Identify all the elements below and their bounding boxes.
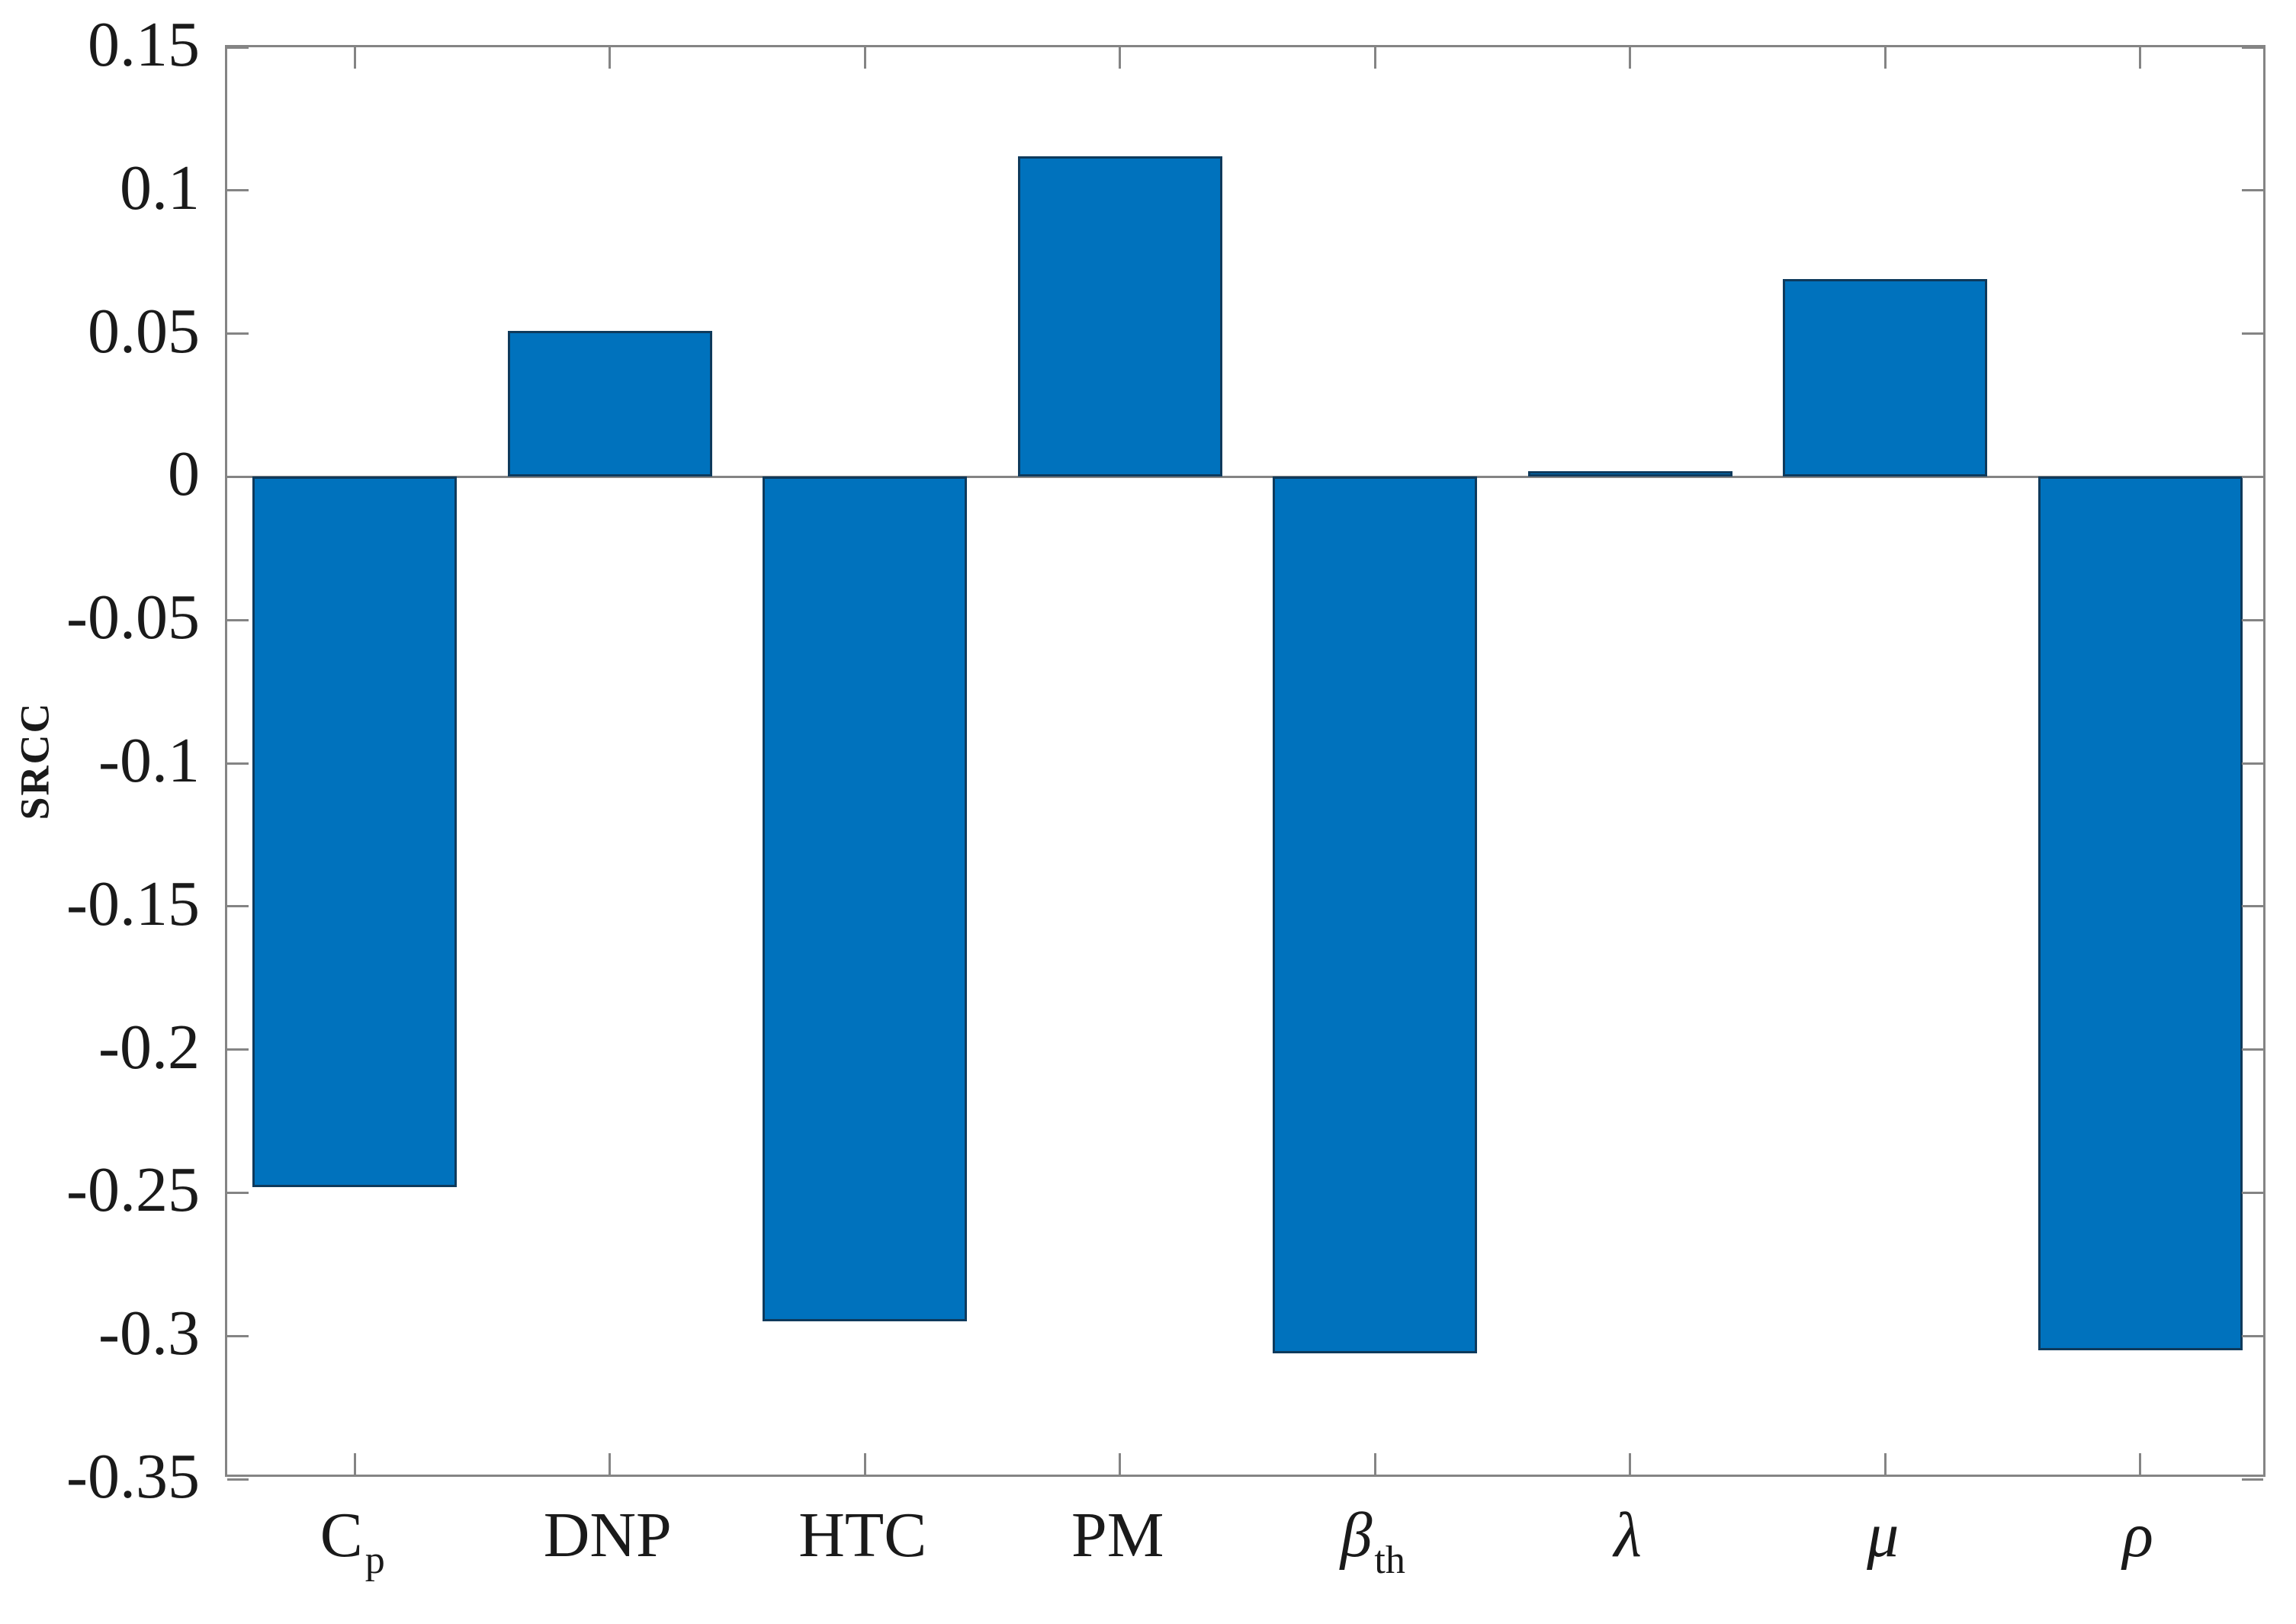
x-tick-bottom [863, 1453, 866, 1475]
x-tick-label-main: λ [1614, 1500, 1642, 1571]
y-tick-right [2242, 905, 2263, 908]
x-tick-label: ρ [2123, 1504, 2153, 1568]
x-tick-top [863, 47, 866, 69]
y-tick-label: -0.35 [66, 1441, 200, 1512]
x-tick-bottom [609, 1453, 612, 1475]
x-tick-label: Cp [320, 1504, 385, 1582]
x-tick-label-main: C [320, 1500, 363, 1571]
bar-λ [1527, 470, 1732, 477]
plot-area [225, 45, 2265, 1481]
x-tick-label: DNP [544, 1504, 672, 1568]
y-tick-right [2242, 618, 2263, 621]
x-tick-label: βth [1341, 1504, 1405, 1582]
y-tick-right [2242, 475, 2263, 478]
y-tick-left [227, 46, 249, 49]
x-tick-label-main: PM [1071, 1500, 1164, 1571]
y-tick-right [2242, 1191, 2263, 1194]
bar-μ [1783, 279, 1988, 477]
y-tick-right [2242, 1334, 2263, 1337]
y-tick-right [2242, 762, 2263, 765]
y-tick-label: 0.05 [88, 295, 200, 367]
x-tick-top [1883, 47, 1887, 69]
bar-βth [1273, 477, 1478, 1353]
x-tick-label: λ [1614, 1504, 1642, 1568]
x-tick-bottom [1119, 1453, 1122, 1475]
x-tick-bottom [353, 1453, 356, 1475]
x-tick-bottom [1629, 1453, 1632, 1475]
y-tick-left [227, 762, 249, 765]
x-tick-label-subscript: p [364, 1538, 385, 1582]
y-tick-right [2242, 1048, 2263, 1051]
x-tick-label: PM [1071, 1504, 1164, 1568]
y-tick-label: 0.15 [88, 9, 200, 80]
x-tick-label-main: ρ [2122, 1500, 2153, 1571]
x-tick-top [353, 47, 356, 69]
x-tick-label: HTC [798, 1504, 926, 1568]
x-tick-top [2139, 47, 2142, 69]
y-tick-label: -0.2 [98, 1011, 200, 1083]
y-tick-right [2242, 1478, 2263, 1481]
x-tick-bottom [1883, 1453, 1887, 1475]
x-tick-label-main: HTC [798, 1500, 927, 1571]
y-tick-left [227, 618, 249, 621]
y-tick-left [227, 1334, 249, 1337]
x-tick-top [1373, 47, 1376, 69]
x-tick-label-main: β [1340, 1500, 1373, 1571]
y-tick-right [2242, 189, 2263, 192]
y-tick-label: -0.1 [98, 725, 200, 796]
x-tick-label-main: DNP [543, 1500, 672, 1571]
y-tick-left [227, 905, 249, 908]
x-tick-label: μ [1867, 1504, 1899, 1568]
y-tick-left [227, 1478, 249, 1481]
x-tick-bottom [1373, 1453, 1376, 1475]
bar-DNP [507, 330, 712, 477]
zero-baseline [227, 475, 2263, 478]
y-tick-label: -0.05 [66, 582, 200, 653]
y-tick-left [227, 475, 249, 478]
x-tick-top [1629, 47, 1632, 69]
y-tick-right [2242, 46, 2263, 49]
x-tick-label-main: μ [1867, 1500, 1899, 1571]
y-tick-label: 0 [168, 438, 200, 510]
y-tick-label: -0.3 [98, 1298, 200, 1369]
bar-ρ [2037, 477, 2243, 1350]
y-tick-left [227, 189, 249, 192]
y-tick-left [227, 1048, 249, 1051]
y-tick-label: -0.15 [66, 868, 200, 939]
x-tick-top [1119, 47, 1122, 69]
bar-PM [1017, 156, 1222, 477]
y-tick-left [227, 332, 249, 335]
y-tick-left [227, 1191, 249, 1194]
y-tick-label: -0.25 [66, 1154, 200, 1226]
y-tick-right [2242, 332, 2263, 335]
bar-HTC [763, 477, 968, 1322]
x-tick-bottom [2139, 1453, 2142, 1475]
bar-Cp [252, 477, 458, 1187]
y-tick-label: 0.1 [120, 152, 200, 223]
x-tick-top [609, 47, 612, 69]
x-tick-label-subscript: th [1374, 1538, 1405, 1582]
